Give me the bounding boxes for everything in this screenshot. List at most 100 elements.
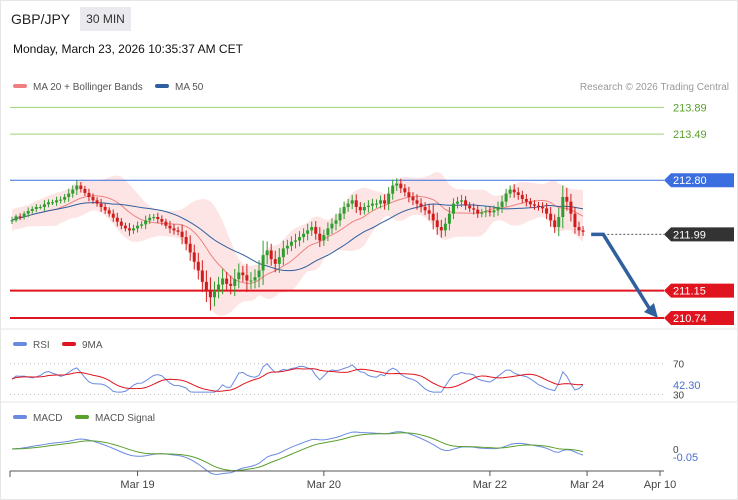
candle-body bbox=[456, 201, 459, 204]
candle-body bbox=[435, 220, 439, 228]
candle-body bbox=[302, 233, 306, 238]
candle-body bbox=[83, 188, 87, 193]
timeframe-button[interactable]: 30 MIN bbox=[80, 7, 131, 31]
candle-body bbox=[127, 228, 131, 231]
candle-body bbox=[71, 189, 75, 194]
price-legend: MA 20 + Bollinger Bands MA 50 Research ©… bbox=[13, 82, 729, 93]
candle-body bbox=[334, 220, 338, 224]
candle-body bbox=[565, 196, 569, 202]
candle-body bbox=[140, 224, 144, 226]
symbol-title: GBP/JPY bbox=[11, 11, 71, 27]
candle-body bbox=[208, 290, 212, 298]
candle-body bbox=[184, 237, 188, 244]
candle-body bbox=[439, 227, 443, 231]
candle-body bbox=[322, 235, 326, 241]
candle-body bbox=[366, 205, 370, 207]
x-axis-label: Apr 10 bbox=[644, 479, 676, 491]
level-badge-211.99 bbox=[664, 227, 734, 242]
macd-signal-line bbox=[11, 432, 584, 472]
candle-body bbox=[468, 205, 472, 209]
candle-body bbox=[265, 250, 269, 256]
candle-body bbox=[75, 185, 79, 190]
candle-body bbox=[95, 200, 99, 204]
candle-body bbox=[132, 228, 135, 231]
level-badge-211.15 bbox=[664, 283, 734, 298]
candle-body bbox=[196, 261, 200, 271]
x-axis-ticks: Mar 19 Mar 20 Mar 22 Mar 24 Apr 10 bbox=[9, 471, 676, 491]
candle-body bbox=[451, 203, 455, 214]
candle-body bbox=[119, 221, 123, 226]
candle-body bbox=[229, 283, 233, 286]
candle-body bbox=[407, 192, 411, 197]
candle-body bbox=[225, 278, 229, 284]
candle-body bbox=[524, 198, 528, 202]
candle-body bbox=[99, 203, 103, 207]
candle-body bbox=[281, 248, 285, 258]
candle-body bbox=[379, 200, 383, 204]
candle-body bbox=[520, 194, 524, 199]
candle-body bbox=[217, 284, 221, 291]
candle-body bbox=[443, 223, 447, 231]
candle-body bbox=[34, 206, 38, 209]
candle-body bbox=[156, 217, 160, 220]
macd-legend: MACD MACD Signal bbox=[13, 413, 155, 424]
candle-body bbox=[460, 200, 464, 202]
candle-body bbox=[512, 189, 516, 193]
candle-body bbox=[553, 220, 557, 228]
candle-body bbox=[354, 200, 358, 207]
candle-body bbox=[269, 250, 273, 260]
candle-body bbox=[581, 230, 585, 232]
candle-body bbox=[257, 270, 261, 278]
candle-body bbox=[91, 196, 95, 201]
candle-body bbox=[447, 213, 451, 224]
candle-body bbox=[67, 193, 71, 197]
macd-signal-legend-label: MACD Signal bbox=[95, 413, 155, 424]
candle-body bbox=[403, 188, 407, 193]
candle-body bbox=[164, 221, 168, 226]
candle-body bbox=[464, 200, 468, 206]
candle-body bbox=[148, 217, 152, 221]
candle-body bbox=[152, 217, 156, 219]
candle-body bbox=[488, 211, 492, 213]
candle-body bbox=[395, 183, 399, 186]
candle-body bbox=[277, 257, 281, 264]
candle-body bbox=[431, 213, 435, 221]
rsi-legend: RSI 9MA bbox=[13, 340, 103, 351]
candle-body bbox=[504, 193, 508, 202]
candle-body bbox=[314, 227, 318, 234]
macd-legend-label: MACD bbox=[33, 413, 62, 424]
candle-body bbox=[476, 209, 480, 214]
candle-body bbox=[472, 208, 476, 210]
candle-body bbox=[245, 275, 249, 281]
candle-body bbox=[241, 272, 245, 276]
candle-body bbox=[200, 270, 204, 282]
macd-last-value: -0.05 bbox=[673, 452, 698, 464]
candle-body bbox=[383, 200, 387, 204]
level-label-211.99: 211.99 bbox=[673, 229, 706, 241]
bollinger-band bbox=[12, 171, 584, 316]
candle-body bbox=[144, 220, 148, 225]
rsi-ma-legend-swatch bbox=[62, 342, 76, 346]
candle-body bbox=[14, 216, 18, 221]
candle-body bbox=[107, 210, 111, 214]
candle-body bbox=[111, 213, 115, 218]
candle-body bbox=[573, 213, 577, 228]
candle-body bbox=[549, 213, 553, 221]
level-label-211.15: 211.15 bbox=[673, 286, 706, 298]
candle-body bbox=[79, 185, 83, 189]
moving-averages bbox=[11, 195, 584, 284]
level-badge-212.80 bbox=[664, 173, 734, 188]
candle-body bbox=[233, 279, 237, 286]
macd-legend-swatch bbox=[13, 415, 27, 419]
candle-body bbox=[391, 185, 395, 194]
candle-body bbox=[285, 245, 289, 249]
rsi-ma-legend-label: 9MA bbox=[82, 340, 103, 351]
candle-body bbox=[63, 196, 67, 200]
ma20-line bbox=[11, 195, 584, 284]
candle-body bbox=[221, 278, 225, 285]
candle-body bbox=[172, 228, 176, 231]
rsi-line bbox=[11, 363, 584, 393]
candle-body bbox=[577, 227, 581, 231]
candle-body bbox=[115, 217, 119, 222]
